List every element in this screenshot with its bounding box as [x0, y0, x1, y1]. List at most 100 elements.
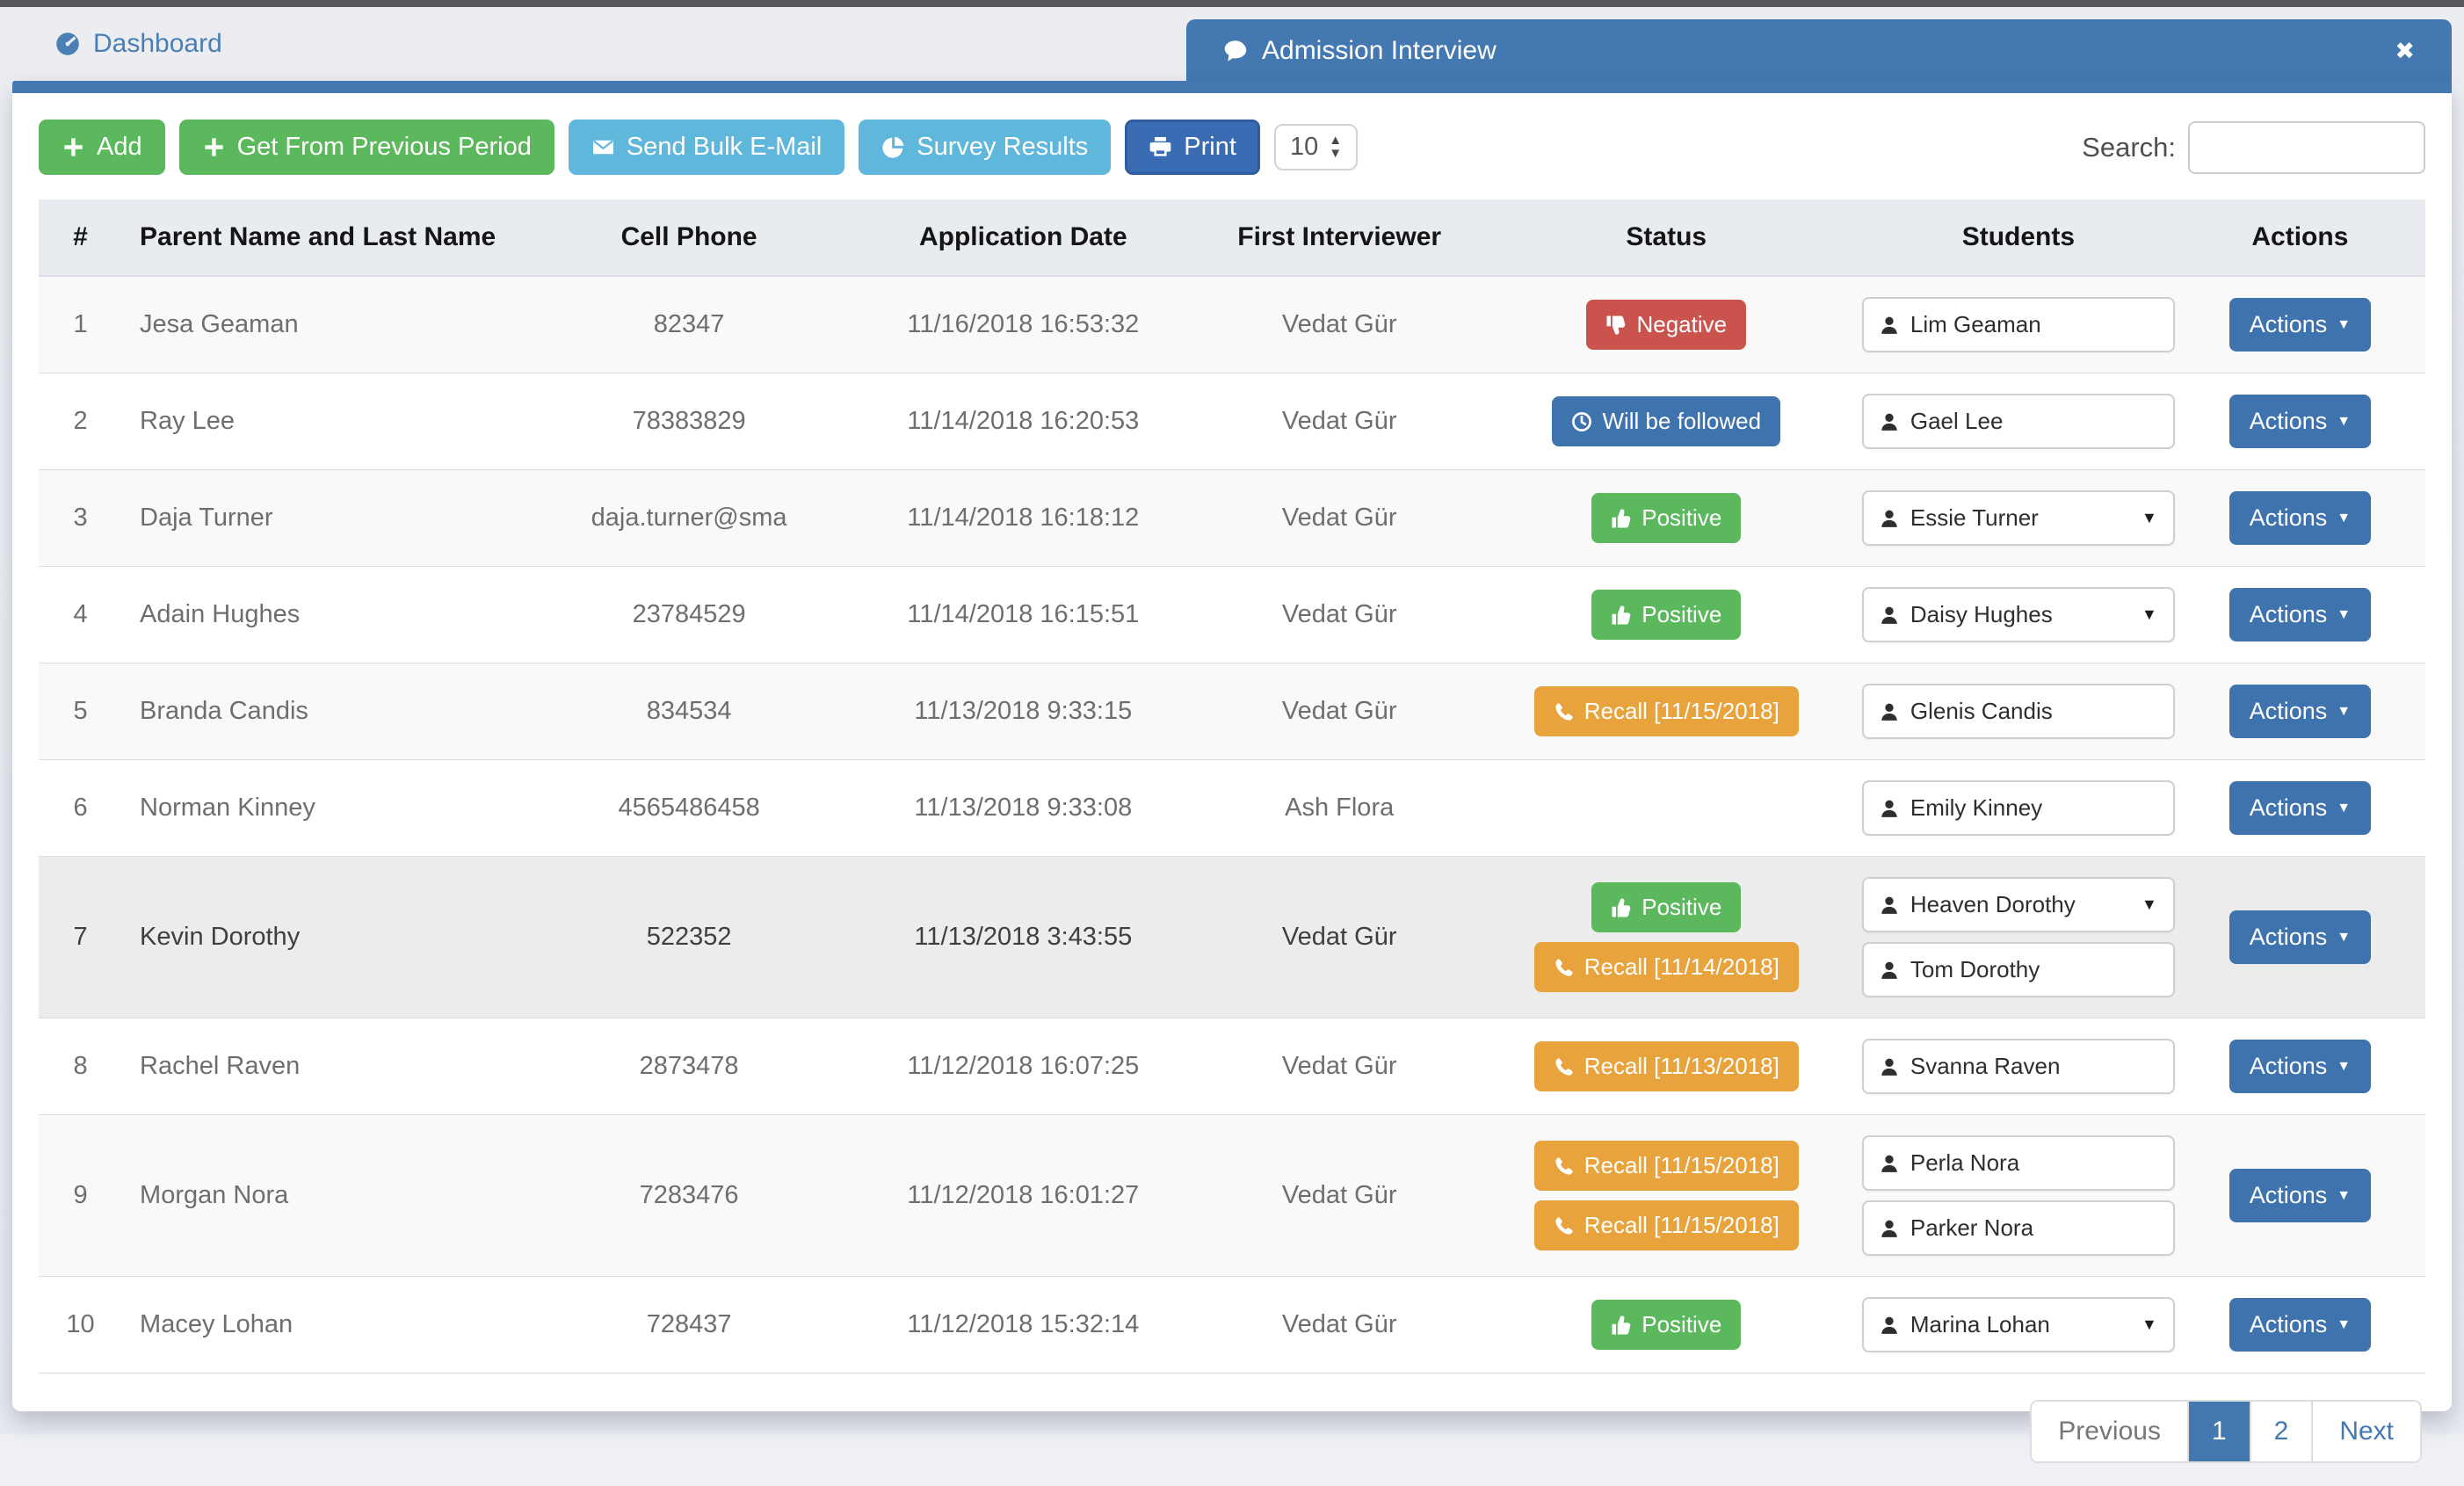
- col-cell-phone: Cell Phone: [540, 199, 838, 277]
- first-interviewer: Vedat Gür: [1207, 1276, 1471, 1374]
- chevron-down-icon: ▼: [2142, 605, 2157, 623]
- actions-button-label: Actions: [2249, 924, 2328, 950]
- person-icon: [1881, 1155, 1897, 1172]
- students-cell: Glenis Candis: [1861, 663, 2175, 760]
- student-box[interactable]: Svanna Raven: [1861, 1039, 2175, 1094]
- get-previous-period-button[interactable]: Get From Previous Period: [178, 120, 554, 175]
- previous-page-button[interactable]: Previous: [2032, 1402, 2187, 1461]
- close-icon[interactable]: ✖: [2395, 37, 2415, 64]
- student-box[interactable]: Heaven Dorothy ▼: [1861, 877, 2175, 932]
- status-cell: Positive: [1470, 1276, 1862, 1374]
- actions-button[interactable]: Actions ▼: [2228, 588, 2372, 642]
- actions-button[interactable]: Actions ▼: [2228, 1040, 2372, 1093]
- student-box[interactable]: Tom Dorothy: [1861, 942, 2175, 997]
- add-button[interactable]: Add: [39, 120, 165, 175]
- tab-dashboard[interactable]: Dashboard: [0, 29, 222, 59]
- actions-button[interactable]: Actions ▼: [2228, 685, 2372, 738]
- search-input[interactable]: [2188, 120, 2425, 174]
- actions-button-label: Actions: [2249, 601, 2328, 627]
- actions-button[interactable]: Actions ▼: [2228, 1298, 2372, 1352]
- status-badge-positive[interactable]: Positive: [1591, 1300, 1742, 1350]
- col-actions: Actions: [2174, 199, 2425, 277]
- tab-dashboard-label: Dashboard: [93, 29, 222, 58]
- search-label: Search:: [2082, 131, 2176, 163]
- application-date: 11/13/2018 9:33:08: [837, 759, 1208, 857]
- actions-button-label: Actions: [2249, 794, 2328, 821]
- chevron-down-icon: ▼: [2337, 703, 2352, 719]
- status-badge-recall[interactable]: Recall [11/14/2018]: [1533, 942, 1799, 992]
- actions-button[interactable]: Actions ▼: [2228, 910, 2372, 964]
- student-box[interactable]: Parker Nora: [1861, 1200, 2175, 1256]
- person-icon: [1881, 703, 1897, 721]
- actions-button[interactable]: Actions ▼: [2228, 298, 2372, 352]
- send-bulk-email-button[interactable]: Send Bulk E-Mail: [568, 120, 845, 175]
- student-box[interactable]: Perla Nora: [1861, 1135, 2175, 1191]
- actions-button[interactable]: Actions ▼: [2228, 1169, 2372, 1222]
- actions-cell: Actions ▼: [2174, 663, 2425, 760]
- student-box[interactable]: Essie Turner ▼: [1861, 490, 2175, 546]
- next-page-button[interactable]: Next: [2311, 1402, 2420, 1461]
- students-cell: Marina Lohan ▼: [1861, 1276, 2175, 1374]
- status-badge-negative[interactable]: Negative: [1586, 300, 1747, 350]
- print-button[interactable]: Print: [1125, 120, 1260, 175]
- status-badge-recall[interactable]: Recall [11/15/2018]: [1533, 1141, 1799, 1191]
- tab-admission-interview[interactable]: Admission Interview ✖: [1186, 19, 2452, 83]
- actions-button-label: Actions: [2249, 1182, 2328, 1208]
- row-number: 2: [39, 373, 123, 470]
- cell-phone: 834534: [540, 663, 838, 760]
- status-badge-followed[interactable]: Will be followed: [1552, 396, 1781, 446]
- parent-name: Adain Hughes: [122, 566, 540, 663]
- chevron-down-icon: ▼: [2142, 1316, 2157, 1333]
- status-cell: Recall [11/15/2018] Recall [11/15/2018]: [1470, 1114, 1862, 1277]
- student-box[interactable]: Glenis Candis: [1861, 684, 2175, 739]
- cell-phone: 728437: [540, 1276, 838, 1374]
- cell-phone: 23784529: [540, 566, 838, 663]
- chevron-down-icon: ▼: [2337, 413, 2352, 429]
- actions-button[interactable]: Actions ▼: [2228, 395, 2372, 448]
- chevron-down-icon: ▼: [2337, 1316, 2352, 1332]
- person-icon: [1881, 316, 1897, 334]
- first-interviewer: Vedat Gür: [1207, 663, 1471, 760]
- page-button-1[interactable]: 1: [2186, 1402, 2250, 1461]
- application-date: 11/14/2018 16:20:53: [837, 373, 1208, 470]
- status-label: Recall [11/15/2018]: [1583, 698, 1779, 724]
- application-date: 11/14/2018 16:18:12: [837, 469, 1208, 567]
- students-cell: Gael Lee: [1861, 373, 2175, 470]
- actions-button[interactable]: Actions ▼: [2228, 781, 2372, 835]
- printer-icon: [1149, 137, 1171, 156]
- row-number: 5: [39, 663, 123, 760]
- phone-icon: [1555, 958, 1573, 976]
- student-box[interactable]: Gael Lee: [1861, 394, 2175, 449]
- page-size-stepper[interactable]: 10 ▲ ▼: [1273, 124, 1359, 170]
- student-box[interactable]: Marina Lohan ▼: [1861, 1297, 2175, 1352]
- survey-results-button[interactable]: Survey Results: [859, 120, 1112, 175]
- student-box[interactable]: Daisy Hughes ▼: [1861, 587, 2175, 642]
- table-row: 6 Norman Kinney 4565486458 11/13/2018 9:33:…: [39, 759, 2425, 857]
- student-name: Marina Lohan: [1910, 1311, 2050, 1337]
- actions-button[interactable]: Actions ▼: [2228, 491, 2372, 545]
- first-interviewer: Vedat Gür: [1207, 1018, 1471, 1115]
- student-box[interactable]: Emily Kinney: [1861, 780, 2175, 836]
- students-cell: Svanna Raven: [1861, 1018, 2175, 1115]
- first-interviewer: Vedat Gür: [1207, 566, 1471, 663]
- status-badge-recall[interactable]: Recall [11/13/2018]: [1533, 1041, 1799, 1091]
- status-badge-positive[interactable]: Positive: [1591, 493, 1742, 543]
- student-box[interactable]: Lim Geaman: [1861, 297, 2175, 352]
- status-badge-positive[interactable]: Positive: [1591, 882, 1742, 932]
- student-name: Essie Turner: [1910, 504, 2039, 531]
- status-label: Negative: [1636, 311, 1728, 337]
- actions-cell: Actions ▼: [2174, 856, 2425, 1018]
- status-cell: Positive: [1470, 566, 1862, 663]
- status-badge-recall[interactable]: Recall [11/15/2018]: [1533, 686, 1799, 736]
- cell-phone: 78383829: [540, 373, 838, 470]
- status-badge-recall[interactable]: Recall [11/15/2018]: [1533, 1200, 1799, 1250]
- student-name: Heaven Dorothy: [1910, 891, 2076, 917]
- status-badge-positive[interactable]: Positive: [1591, 590, 1742, 640]
- col-parent-name: Parent Name and Last Name: [122, 199, 540, 277]
- parent-name: Morgan Nora: [122, 1114, 540, 1277]
- page-button-2[interactable]: 2: [2249, 1402, 2312, 1461]
- status-cell: Recall [11/13/2018]: [1470, 1018, 1862, 1115]
- chevron-down-icon: ▼: [2337, 1187, 2352, 1203]
- thumbs-up-icon: [1612, 605, 1631, 624]
- table-row: 4 Adain Hughes 23784529 11/14/2018 16:15:51…: [39, 566, 2425, 663]
